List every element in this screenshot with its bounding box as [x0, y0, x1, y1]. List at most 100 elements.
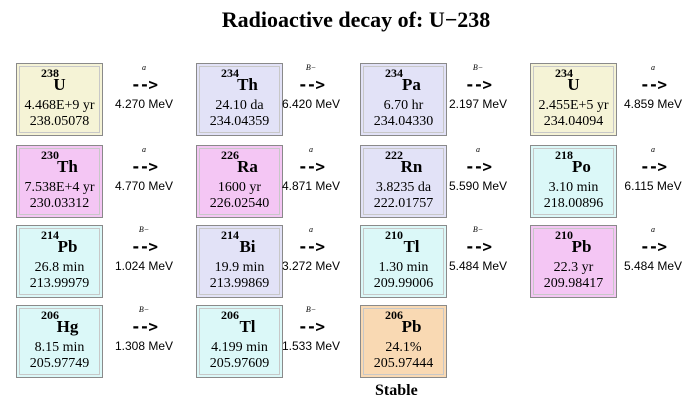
decay-energy: 1.308 MeV: [114, 339, 174, 353]
half-life: 1600 yr: [217, 180, 262, 195]
mass-number: 206: [221, 308, 239, 322]
decay-energy: 4.859 MeV: [623, 97, 683, 111]
decay-energy: 6.420 MeV: [281, 97, 341, 111]
element-symbol: Po: [572, 157, 591, 176]
element-symbol: Rn: [400, 157, 423, 176]
nuclide-box: 226 Ra 1600 yr 226.02540: [196, 145, 283, 218]
half-life: 3.10 min: [548, 180, 599, 195]
nuclide-box: 214 Pb 26.8 min 213.99979: [16, 225, 103, 298]
nuclide-box: 218 Po 3.10 min 218.00896: [530, 145, 617, 218]
half-life: 4.199 min: [211, 340, 268, 355]
decay-mode: B−: [138, 225, 150, 234]
nuclide-box: 234 U 2.455E+5 yr 234.04094: [530, 63, 617, 136]
nuclide-box: 206 Pb 24.1% 205.97444: [360, 305, 447, 378]
decay-step: a --> 5.484 MeV: [613, 225, 693, 285]
atomic-mass: 218.00896: [543, 196, 604, 211]
nuclide-box: 206 Tl 4.199 min 205.97609: [196, 305, 283, 378]
decay-step: a --> 3.272 MeV: [271, 225, 351, 285]
atomic-mass: 234.04359: [209, 114, 270, 129]
element-symbol: U: [567, 75, 580, 94]
mass-number: 218: [555, 148, 573, 162]
page-title: Radioactive decay of: U−238: [221, 7, 491, 32]
element-symbol: Ra: [237, 157, 258, 176]
decay-energy: 6.115 MeV: [624, 179, 682, 193]
mass-number: 214: [41, 228, 59, 242]
half-life: 8.15 min: [34, 340, 85, 355]
atomic-mass: 222.01757: [373, 196, 434, 211]
decay-mode: a: [651, 145, 655, 154]
mass-number: 230: [41, 148, 59, 162]
half-life: 3.8235 da: [375, 180, 432, 195]
atomic-mass: 205.97749: [29, 356, 90, 371]
arrow-right-icon: -->: [640, 157, 667, 176]
decay-mode: a: [142, 145, 146, 154]
atomic-mass: 238.05078: [29, 114, 90, 129]
decay-energy: 5.590 MeV: [448, 179, 508, 193]
element-symbol: Pb: [57, 237, 78, 256]
arrow-right-icon: -->: [131, 317, 158, 336]
mass-number: 234: [555, 66, 573, 80]
mass-number: 238: [41, 66, 59, 80]
half-life: 7.538E+4 yr: [24, 180, 95, 195]
element-symbol: U: [53, 75, 66, 94]
decay-mode: a: [651, 225, 655, 234]
decay-mode: a: [476, 145, 480, 154]
arrow-right-icon: -->: [465, 75, 492, 94]
nuclide-box: 210 Tl 1.30 min 209.99006: [360, 225, 447, 298]
half-life: 22.3 yr: [553, 260, 594, 275]
element-symbol: Hg: [56, 317, 79, 336]
decay-mode: B−: [472, 63, 484, 72]
mass-number: 210: [385, 228, 403, 242]
atomic-mass: 230.03312: [29, 196, 90, 211]
arrow-right-icon: -->: [298, 75, 325, 94]
half-life: 26.8 min: [34, 260, 85, 275]
atomic-mass: 209.98417: [543, 276, 604, 291]
decay-step: B− --> 2.197 MeV: [438, 63, 518, 123]
element-symbol: Pa: [402, 75, 421, 94]
half-life: 6.70 hr: [383, 98, 424, 113]
decay-mode: a: [142, 63, 146, 72]
nuclide-box: 238 U 4.468E+9 yr 238.05078: [16, 63, 103, 136]
mass-number: 210: [555, 228, 573, 242]
decay-step: B− --> 1.308 MeV: [104, 305, 184, 365]
mass-number: 234: [221, 66, 239, 80]
arrow-right-icon: -->: [131, 75, 158, 94]
decay-energy: 4.770 MeV: [114, 179, 174, 193]
atomic-mass: 209.99006: [373, 276, 434, 291]
element-symbol: Bi: [239, 237, 256, 256]
stable-label: Stable: [375, 382, 418, 399]
decay-step: a --> 4.270 MeV: [104, 63, 184, 123]
atomic-mass: 205.97609: [209, 356, 270, 371]
arrow-right-icon: -->: [465, 157, 492, 176]
nuclide-box: 210 Pb 22.3 yr 209.98417: [530, 225, 617, 298]
nuclide-box: 214 Bi 19.9 min 213.99869: [196, 225, 283, 298]
element-symbol: Pb: [401, 317, 422, 336]
decay-step: a --> 5.590 MeV: [438, 145, 518, 205]
arrow-right-icon: -->: [640, 237, 667, 256]
arrow-right-icon: -->: [298, 317, 325, 336]
decay-step: a --> 4.859 MeV: [613, 63, 693, 123]
mass-number: 222: [385, 148, 403, 162]
decay-mode: a: [651, 63, 655, 72]
atomic-mass: 226.02540: [209, 196, 270, 211]
atomic-mass: 205.97444: [373, 356, 434, 371]
atomic-mass: 213.99979: [29, 276, 90, 291]
half-life: 19.9 min: [214, 260, 265, 275]
arrow-right-icon: -->: [465, 237, 492, 256]
mass-number: 214: [221, 228, 239, 242]
mass-number: 234: [385, 66, 403, 80]
mass-number: 206: [41, 308, 59, 322]
decay-mode: a: [309, 145, 313, 154]
decay-step: B− --> 5.484 MeV: [438, 225, 518, 285]
arrow-right-icon: -->: [640, 75, 667, 94]
decay-step: a --> 4.871 MeV: [271, 145, 351, 205]
nuclide-box: 234 Th 24.10 da 234.04359: [196, 63, 283, 136]
nuclide-box: 234 Pa 6.70 hr 234.04330: [360, 63, 447, 136]
arrow-right-icon: -->: [131, 237, 158, 256]
element-symbol: Pb: [571, 237, 592, 256]
element-symbol: Th: [57, 157, 78, 176]
decay-mode: B−: [305, 305, 317, 314]
mass-number: 206: [385, 308, 403, 322]
element-symbol: Th: [237, 75, 258, 94]
half-life: 1.30 min: [378, 260, 429, 275]
